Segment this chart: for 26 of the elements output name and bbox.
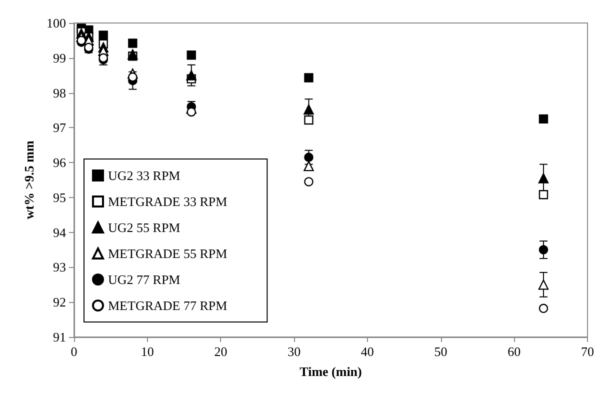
x-tick-label: 0 — [70, 344, 78, 359]
x-tick-label: 60 — [508, 344, 521, 359]
legend-label: UG2 77 RPM — [108, 272, 181, 287]
x-tick-label: 70 — [581, 344, 594, 359]
y-axis-title: wt% >9.5 mm — [22, 140, 37, 220]
y-tick-label: 92 — [53, 294, 66, 310]
y-tick-label: 98 — [53, 85, 66, 100]
y-tick-label: 91 — [53, 330, 66, 344]
x-tick-label: 40 — [360, 344, 374, 359]
y-tick-label: 95 — [53, 190, 66, 205]
x-tick-label: 20 — [214, 344, 228, 359]
y-tick-label: 96 — [53, 155, 66, 170]
legend-label: UG2 55 RPM — [108, 220, 181, 235]
legend-label: UG2 33 RPM — [108, 168, 181, 183]
legend-label: METGRADE 77 RPM — [108, 298, 228, 313]
x-tick-label: 50 — [434, 344, 448, 359]
legend-label: METGRADE 55 RPM — [108, 246, 228, 261]
y-tick-label: 100 — [46, 16, 66, 30]
y-tick-label: 94 — [53, 224, 66, 240]
y-tick-label: 97 — [53, 120, 66, 136]
legend-label: METGRADE 33 RPM — [108, 194, 228, 209]
x-tick-label: 10 — [140, 344, 154, 359]
x-axis-title: Time (min) — [300, 364, 362, 379]
x-tick-label: 30 — [288, 344, 301, 359]
y-tick-label: 99 — [53, 50, 66, 66]
y-tick-label: 93 — [53, 260, 66, 275]
